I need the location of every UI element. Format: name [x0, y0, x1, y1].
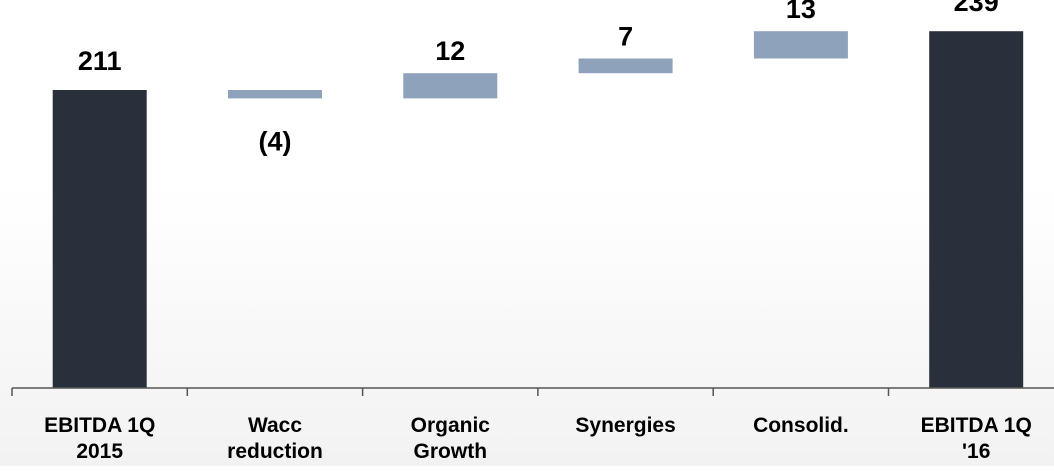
value-label-1: (4) [259, 126, 292, 156]
bar-delta-3 [578, 58, 673, 74]
value-label-2: 12 [435, 36, 465, 66]
bar-total-5 [929, 31, 1024, 388]
x-tick-labels-group: EBITDA 1Q 2015 Wacc reduction Organic Growth S… [44, 414, 1032, 463]
x-axis [11, 387, 1054, 396]
value-label-4: 13 [786, 0, 816, 24]
x-tick-label-3: Synergies [575, 414, 675, 437]
value-labels-group: 211 (4) 12 7 13 239 [78, 0, 999, 156]
bar-delta-2 [403, 73, 498, 99]
value-label-0: 211 [78, 46, 122, 76]
x-tick-label-2: Organic Growth [411, 414, 491, 463]
x-tick-label-1: Wacc reduction [227, 414, 323, 463]
value-label-3: 7 [618, 22, 633, 52]
x-tick-label-4: Consolid. [753, 414, 849, 437]
x-tick-label-5: EBITDA 1Q '16 [921, 414, 1032, 463]
bar-delta-4 [753, 31, 848, 59]
value-label-5: 239 [954, 0, 999, 17]
bar-total-0 [52, 90, 147, 388]
bar-delta-1 [228, 90, 322, 99]
bars-group [52, 31, 1024, 388]
x-tick-label-0: EBITDA 1Q 2015 [44, 414, 155, 463]
